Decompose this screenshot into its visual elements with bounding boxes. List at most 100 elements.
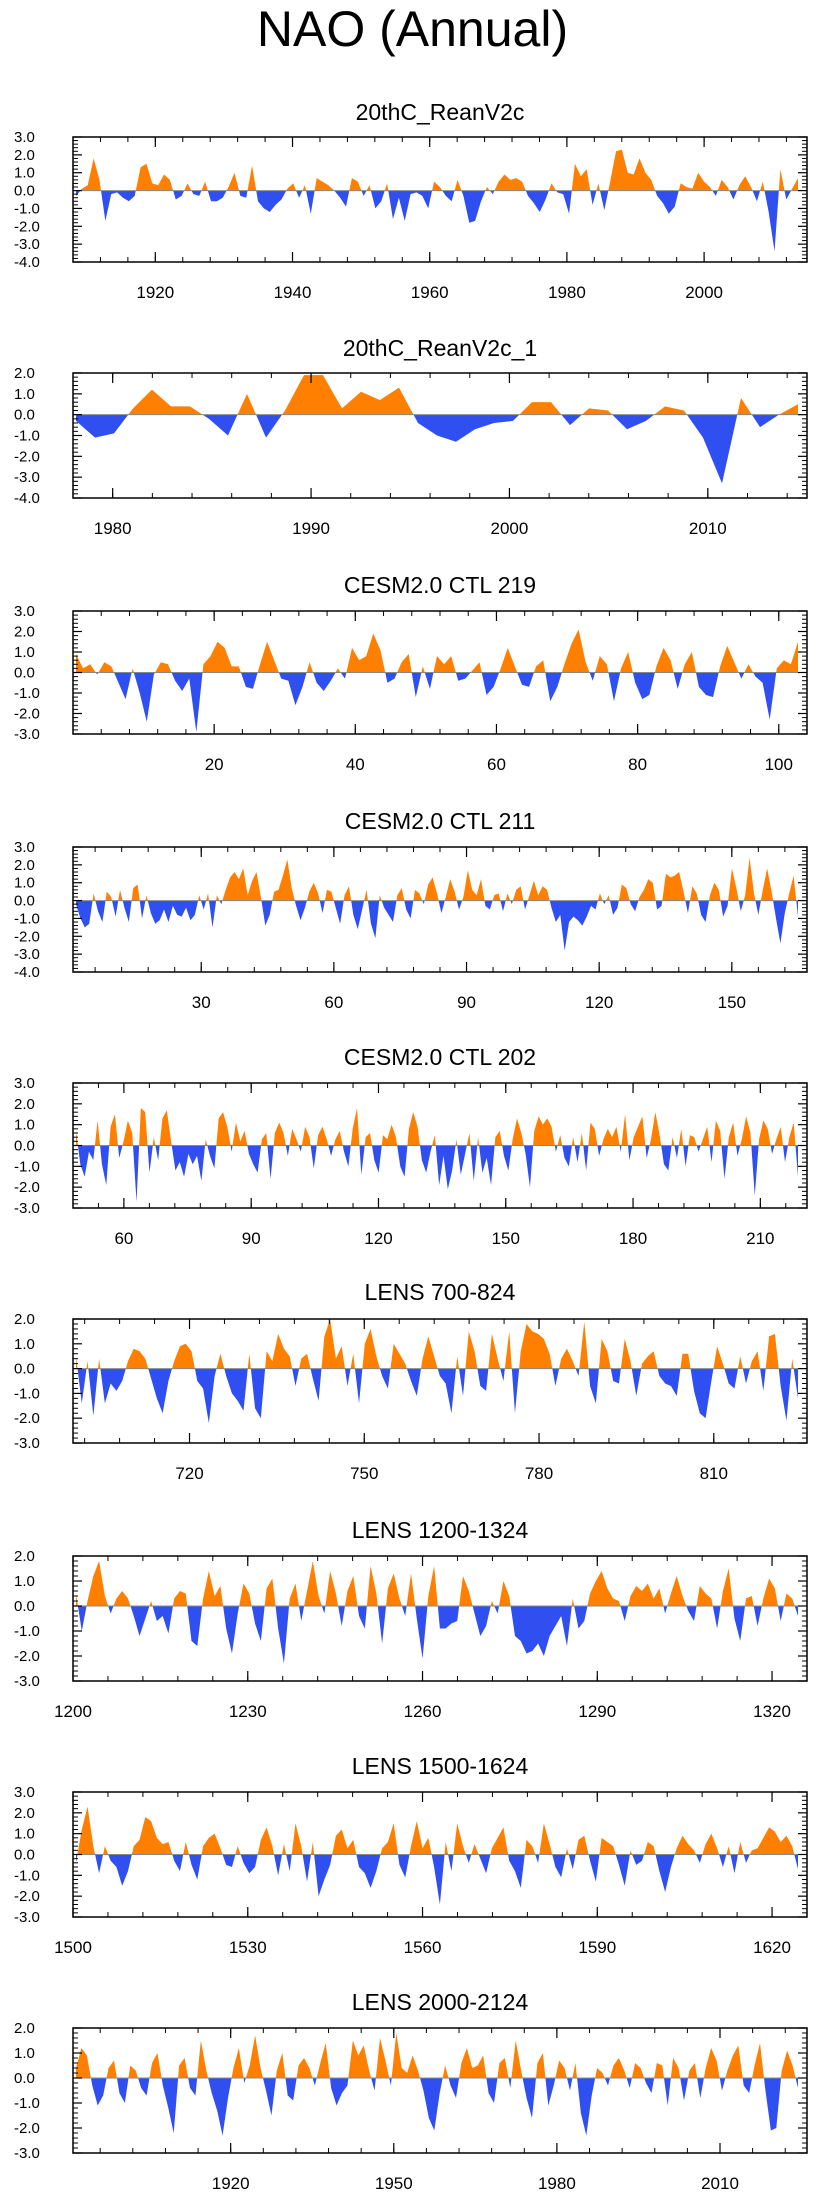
positive-area (76, 857, 798, 901)
y-tick-label: 0.0 (14, 1138, 35, 1155)
positive-area (76, 1108, 798, 1146)
positive-area (76, 149, 798, 191)
x-tick-label: 810 (700, 1464, 728, 1483)
positive-area (76, 1806, 798, 1855)
y-tick-label: -2.0 (14, 1648, 40, 1665)
y-tick-label: -1.0 (14, 1867, 40, 1884)
x-tick-label: 120 (364, 1229, 392, 1248)
chart-panel-1: 20thC_ReanV2c -4.0-3.0-2.0-1.00.01.02.03.… (14, 99, 808, 302)
x-tick-label: 1990 (292, 519, 330, 538)
x-tick-label: 20 (205, 755, 224, 774)
y-tick-label: 0.0 (14, 183, 35, 200)
y-tick-label: 0.0 (14, 1847, 35, 1864)
x-tick-label: 1320 (753, 1702, 791, 1721)
x-tick-label: 40 (346, 755, 365, 774)
y-tick-label: -3.0 (14, 1909, 40, 1926)
x-tick-label: 2010 (701, 2174, 739, 2193)
y-tick-label: 1.0 (14, 1117, 35, 1134)
negative-area (76, 1854, 798, 1905)
positive-area (76, 1561, 798, 1606)
x-tick-label: 90 (242, 1229, 261, 1248)
y-tick-label: 1.0 (14, 875, 35, 892)
negative-area (76, 2078, 798, 2136)
y-tick-label: 1.0 (14, 2045, 35, 2062)
y-tick-label: 1.0 (14, 165, 35, 182)
chart-title: CESM2.0 CTL 202 (344, 1044, 536, 1070)
negative-area (76, 1606, 798, 1664)
plot-frame (72, 2027, 808, 2154)
x-tick-label: 150 (492, 1229, 520, 1248)
x-tick-label: 1620 (753, 1938, 791, 1957)
y-tick-label: 0.0 (14, 893, 35, 910)
y-tick-label: -3.0 (14, 726, 40, 743)
x-tick-label: 60 (324, 993, 343, 1012)
positive-area (76, 629, 798, 673)
y-tick-label: 2.0 (14, 2020, 35, 2037)
chart-title: LENS 700-824 (365, 1279, 516, 1305)
y-tick-label: -3.0 (14, 1200, 40, 1217)
chart-panel-5: CESM2.0 CTL 202 -3.0 -2.0 -1.0 0.0 1.0 2.0 3.0 6… (14, 1044, 808, 1248)
x-tick-label: 60 (487, 755, 506, 774)
y-tick-label: 1.0 (14, 1826, 35, 1843)
chart-title: LENS 1500-1624 (352, 1753, 529, 1779)
x-tick-label: 60 (114, 1229, 133, 1248)
chart-panel-7: LENS 1200-1324 -3.0 -2.0 -1.0 0.0 1.0 2.0 1200 1… (14, 1517, 808, 1721)
y-tick-label: -3.0 (14, 236, 40, 253)
x-tick-label: 150 (718, 993, 746, 1012)
y-tick-label: 3.0 (14, 839, 35, 856)
y-tick-label: -3.0 (14, 946, 40, 963)
chart-panel-8: LENS 1500-1624 -3.0 -2.0 -1.0 0.0 1.0 2.0 3.0 15… (14, 1753, 808, 1957)
x-tick-label: 100 (765, 755, 793, 774)
y-tick-label: 2.0 (14, 1096, 35, 1113)
y-tick-label: 1.0 (14, 1573, 35, 1590)
x-tick-label: 90 (457, 993, 476, 1012)
x-tick-label: 1500 (54, 1938, 92, 1957)
y-tick-label: -1.0 (14, 2095, 40, 2112)
plot-frame (72, 1555, 808, 1682)
y-tick-label: 2.0 (14, 1311, 35, 1328)
x-tick-label: 1940 (274, 283, 312, 302)
y-tick-label: 0.0 (14, 665, 35, 682)
x-tick-label: 120 (585, 993, 613, 1012)
y-tick-label: 2.0 (14, 1805, 35, 1822)
y-tick-label: -2.0 (14, 1888, 40, 1905)
y-tick-label: -2.0 (14, 1179, 40, 1196)
y-tick-label: 1.0 (14, 386, 35, 403)
x-tick-label: 1200 (54, 1702, 92, 1721)
y-tick-label: 2.0 (14, 147, 35, 164)
y-tick-label: 3.0 (14, 1784, 35, 1801)
negative-area (76, 1368, 798, 1424)
positive-area (128, 375, 798, 415)
x-tick-label: 720 (175, 1464, 203, 1483)
y-tick-label: -1.0 (14, 1385, 40, 1402)
y-tick-label: 3.0 (14, 603, 35, 620)
x-tick-label: 80 (628, 755, 647, 774)
positive-area (76, 1319, 794, 1369)
plot-frame (72, 1318, 808, 1444)
y-tick-label: 2.0 (14, 857, 35, 874)
x-tick-label: 1230 (229, 1702, 267, 1721)
plot-frame (72, 136, 808, 263)
chart-title: 20thC_ReanV2c (356, 99, 525, 125)
positive-area (76, 2033, 798, 2078)
chart-panel-6: LENS 700-824 -3.0 -2.0 -1.0 0.0 1.0 2.0 720 750 7… (14, 1279, 808, 1483)
y-tick-label: -2.0 (14, 218, 40, 235)
x-tick-label: 1980 (538, 2174, 576, 2193)
chart-panel-3: CESM2.0 CTL 219 -3.0 -2.0 -1.0 0.0 1.0 2.0 3.0 2… (14, 572, 808, 774)
y-tick-label: -3.0 (14, 1435, 40, 1452)
main-title: NAO (Annual) (256, 1, 569, 57)
negative-area (76, 1145, 798, 1202)
x-tick-label: 1920 (212, 2174, 250, 2193)
y-tick-label: -1.0 (14, 200, 40, 217)
negative-area (76, 900, 798, 951)
y-tick-label: -1.0 (14, 428, 40, 445)
x-tick-label: 1590 (578, 1938, 616, 1957)
y-tick-label: 0.0 (14, 1361, 35, 1378)
chart-panel-2: 20thC_ReanV2c_1 -4.0 -3.0 -2.0 -1.0 0.0 1.0 2.0… (14, 335, 808, 538)
y-tick-label: -1.0 (14, 1158, 40, 1175)
chart-panel-9: LENS 2000-2124 -3.0 -2.0 -1.0 0.0 1.0 2.0 1920 1… (14, 1989, 808, 2193)
y-tick-label: 2.0 (14, 1548, 35, 1565)
x-tick-label: 1980 (548, 283, 586, 302)
y-tick-label: -1.0 (14, 1623, 40, 1640)
